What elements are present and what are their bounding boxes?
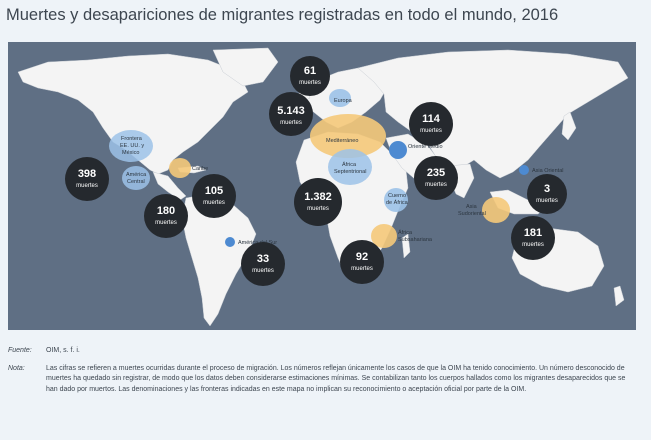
count-asia-oriental: 3 [544,183,550,195]
label-europa: Europa [334,98,353,104]
label-oriente-medio: Oriente Medio [408,144,443,150]
bubble-caribe: 105 muertes [192,174,236,218]
caribe-area [169,158,191,178]
bubble-america-central: 180 muertes [144,194,188,238]
label-africa-sept-2: Septentrional [334,169,366,175]
count-america-central: 180 [157,205,175,217]
source-label: Fuente: [8,347,32,354]
unit-africa-sub: muertes [351,266,373,272]
note-row: Nota: Las cifras se refieren a muertes o… [8,364,638,396]
central-america-land [152,171,187,201]
greenland-land [212,47,279,87]
cuerno-area [384,188,408,212]
label-asia-oriental: Asia Oriental [532,168,564,174]
bubble-africa-sub: 92 muertes [340,240,384,284]
label-asia-sud-2: Sudoriental [458,211,486,217]
label-africa-sept-1: África [342,161,357,168]
america-sur-point [225,237,235,247]
bubble-frontera: 398 muertes [65,157,109,201]
count-bubbles: 5.143 muertes 61 muertes 114 muertes 235… [65,56,567,286]
japan-land [561,111,577,141]
label-frontera-3: México [122,150,139,156]
map-footer: Fuente: OIM, s. f. i. Nota: Las cifras s… [8,346,638,395]
bubble-asia-sud: 181 muertes [511,216,555,260]
label-cuerno-2: de África [386,199,409,206]
source-row: Fuente: OIM, s. f. i. [8,346,638,357]
label-frontera-2: EE. UU. y [120,143,144,149]
unit-america-central: muertes [155,220,177,226]
world-map: Europa Mediterráneo Oriente Medio Fronte… [8,42,636,330]
bubble-asia-oriental: 3 muertes [527,174,567,214]
source-text: OIM, s. f. i. [46,347,80,354]
unit-europa: muertes [299,80,321,86]
label-frontera-1: Frontera [121,136,143,142]
unit-asia-sud: muertes [522,242,544,248]
africa-septentrional-area [328,149,372,185]
note-label: Nota: [8,364,25,372]
unit-asia-oriental: muertes [536,198,558,204]
region-labels: Europa Mediterráneo Oriente Medio Fronte… [120,98,564,246]
madagascar-land [401,233,411,259]
unit-caribe: muertes [203,200,225,206]
map-title: Muertes y desapariciones de migrantes re… [6,6,559,24]
asia-oriental-point [519,165,529,175]
region-highlights [109,89,529,248]
count-europa: 61 [304,65,316,77]
count-africa-sub: 92 [356,251,368,263]
africa-sub-area [371,224,397,248]
frontera-area [109,130,153,162]
unit-africa-sept: muertes [307,206,329,212]
label-africa-sub-2: Subsahariana [398,237,433,243]
america-central-area [122,166,150,190]
unit-america-sur: muertes [252,268,274,274]
label-cuerno-1: Cuerno [388,193,406,199]
label-africa-sub-1: África [398,229,413,236]
bubble-mediterraneo: 5.143 muertes [269,92,313,136]
label-mediterraneo: Mediterráneo [326,138,358,144]
count-mediterraneo: 5.143 [277,105,305,117]
count-africa-sept: 1.382 [304,191,332,203]
label-america-central-2: Central [127,179,145,185]
unit-oriente-medio: muertes [420,128,442,134]
landmasses [17,47,629,327]
count-oriente-medio: 114 [422,113,441,125]
count-america-sur: 33 [257,253,269,265]
bubble-cuerno-africa: 235 muertes [414,156,458,200]
north-america-land [17,53,249,175]
south-america-land [181,193,257,327]
count-frontera: 398 [78,168,96,180]
count-caribe: 105 [205,185,223,197]
label-caribe: Caribe [192,166,208,172]
note-text: Las cifras se refieren a muertes ocurrid… [46,364,626,393]
unit-mediterraneo: muertes [280,120,302,126]
bubble-america-sur: 33 muertes [241,242,285,286]
unit-cuerno-africa: muertes [425,182,447,188]
new-zealand-land [613,285,625,307]
world-map-svg: Europa Mediterráneo Oriente Medio Fronte… [8,42,636,330]
europa-area [329,89,351,107]
label-america-central-1: América [126,172,147,178]
oriente-medio-point [389,141,407,159]
label-asia-sud-1: Asia [466,204,478,210]
mediterraneo-area [310,114,386,158]
count-cuerno-africa: 235 [427,167,445,179]
bubble-europa: 61 muertes [290,56,330,96]
asia-land [357,49,629,179]
bubble-africa-sept: 1.382 muertes [294,178,342,226]
asia-sud-area [482,197,510,223]
bubble-oriente-medio: 114 muertes [409,102,453,146]
count-asia-sud: 181 [524,227,542,239]
unit-frontera: muertes [76,183,98,189]
